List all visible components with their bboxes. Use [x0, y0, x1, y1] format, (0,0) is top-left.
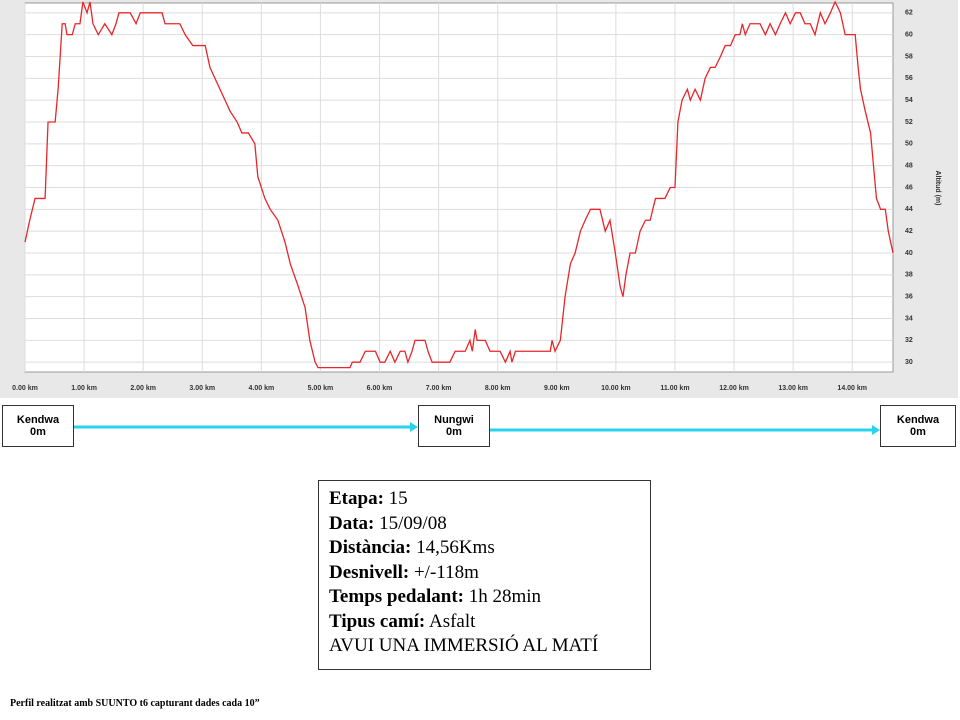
- info-label: Distància:: [329, 537, 412, 558]
- info-value: +/-118m: [413, 561, 479, 583]
- x-tick-label: 10.00 km: [601, 385, 631, 392]
- info-label: Tipus camí:: [329, 610, 426, 632]
- x-tick-label: 0.00 km: [12, 385, 38, 392]
- info-label: Desnivell:: [329, 561, 410, 583]
- info-row: Tipus camí: Asfalt: [329, 610, 640, 635]
- y-tick-label: 46: [905, 184, 913, 191]
- x-tick-label: 2.00 km: [130, 385, 156, 392]
- info-value: 15/09/08: [379, 512, 447, 534]
- info-note: AVUI UNA IMMERSIÓ AL MATÍ: [329, 635, 599, 656]
- info-value: 1h 28min: [468, 586, 542, 607]
- y-tick-label: 50: [905, 141, 913, 148]
- waypoint: Nungwi 0m: [418, 405, 490, 447]
- info-row: Desnivell: +/-118m: [329, 561, 640, 586]
- waypoint-elevation: 0m: [446, 426, 462, 438]
- arrow-head: [410, 422, 418, 432]
- y-tick-label: 60: [905, 32, 913, 39]
- y-tick-label: 56: [905, 75, 913, 82]
- waypoint-name: Kendwa: [896, 414, 940, 426]
- info-value: 14,56Kms: [416, 537, 495, 558]
- waypoint: Kendwa 0m: [880, 405, 956, 447]
- info-value: Asfalt: [428, 610, 476, 632]
- y-tick-label: 36: [905, 294, 913, 301]
- info-row: Data: 15/09/08: [329, 512, 640, 537]
- y-tick-label: 52: [905, 119, 913, 126]
- x-tick-label: 12.00 km: [719, 385, 749, 392]
- waypoint: Kendwa 0m: [2, 405, 74, 447]
- info-label: Etapa:: [329, 488, 384, 509]
- waypoint-name: Kendwa: [16, 414, 60, 426]
- y-tick-label: 44: [905, 206, 913, 213]
- chart: Altitud (m) 0.00 km 1.00 km 2.00 km 3.00 km…: [0, 0, 958, 398]
- x-tick-label: 5.00 km: [308, 385, 334, 392]
- info-box: Etapa: 15 Data: 15/09/08 Distància: 14,56K…: [318, 480, 651, 670]
- y-tick-label: 48: [905, 163, 913, 170]
- info-row: Distància: 14,56Kms: [329, 536, 640, 561]
- x-tick-label: 8.00 km: [485, 385, 511, 392]
- x-tick-label: 1.00 km: [71, 385, 97, 392]
- y-tick-label: 38: [905, 272, 913, 279]
- y-tick-label: 32: [905, 337, 913, 344]
- x-tick-label: 13.00 km: [778, 385, 808, 392]
- y-tick-label: 30: [905, 359, 913, 366]
- y-tick-label: 40: [905, 250, 913, 257]
- waypoint-name: Nungwi: [434, 414, 474, 426]
- y-tick-label: 34: [905, 315, 913, 322]
- x-tick-label: 11.00 km: [660, 385, 689, 392]
- y-tick-label: 42: [905, 228, 913, 235]
- info-value: 15: [388, 488, 408, 509]
- waypoint-elevation: 0m: [30, 426, 46, 438]
- footer: Perfil realitzat amb SUUNTO t6 capturant…: [10, 698, 260, 709]
- x-tick-label: 3.00 km: [189, 385, 215, 392]
- x-tick-label: 14.00 km: [837, 385, 867, 392]
- y-tick-label: 58: [905, 53, 913, 60]
- info-row: Etapa: 15: [329, 487, 640, 512]
- y-tick-label: 62: [905, 10, 913, 17]
- info-label: Data:: [329, 512, 375, 534]
- x-tick-label: 7.00 km: [426, 385, 452, 392]
- y-axis-label: Altitud (m): [934, 171, 941, 206]
- arrow-head: [872, 425, 880, 435]
- info-label: Temps pedalant:: [329, 586, 464, 607]
- waypoint-elevation: 0m: [910, 426, 926, 438]
- x-tick-label: 6.00 km: [367, 385, 393, 392]
- x-tick-label: 9.00 km: [544, 385, 570, 392]
- x-tick-label: 4.00 km: [249, 385, 275, 392]
- elevation-line: [24, 0, 894, 369]
- info-row: Temps pedalant: 1h 28min: [329, 585, 640, 610]
- y-tick-label: 54: [905, 97, 913, 104]
